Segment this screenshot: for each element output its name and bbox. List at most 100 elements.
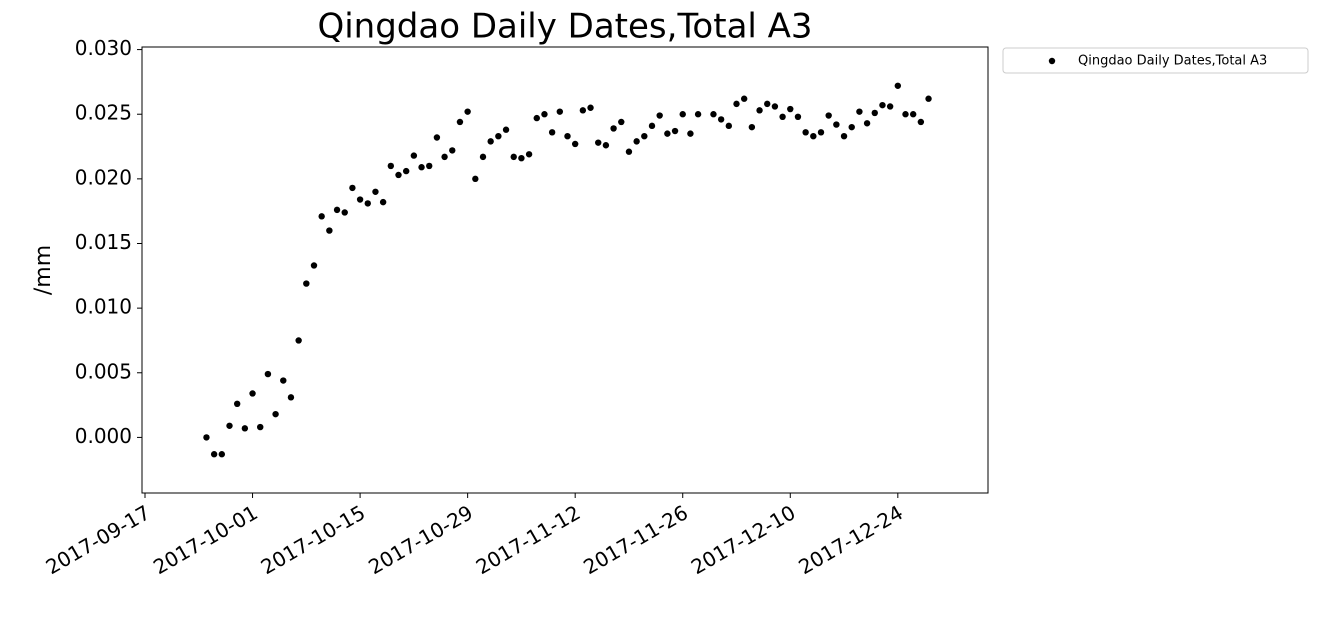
point xyxy=(925,95,932,102)
point xyxy=(518,154,525,162)
y-tick-label: 0.020 xyxy=(75,165,132,189)
x-tick-label: 2017-12-10 xyxy=(687,500,800,579)
point xyxy=(303,280,310,287)
point xyxy=(871,109,878,117)
point xyxy=(556,108,564,115)
y-tick-label: 0.010 xyxy=(75,295,132,319)
point xyxy=(295,337,302,344)
point xyxy=(372,188,379,195)
x-tick-label: 2017-09-17 xyxy=(42,500,155,579)
point xyxy=(894,82,902,89)
plot-frame xyxy=(141,46,989,494)
point xyxy=(257,423,264,431)
chart-title: Qingdao Daily Dates,Total A3 xyxy=(317,7,812,47)
point xyxy=(641,133,648,140)
point xyxy=(241,425,249,432)
x-tick-label: 2017-11-12 xyxy=(472,500,585,579)
point xyxy=(817,129,825,136)
point xyxy=(748,123,756,131)
point xyxy=(349,184,356,192)
x-tick-label: 2017-10-01 xyxy=(149,500,262,579)
point xyxy=(648,122,656,130)
point xyxy=(326,227,333,234)
y-tick-label: 0.025 xyxy=(75,101,132,125)
point xyxy=(879,101,886,109)
point xyxy=(725,122,733,130)
point xyxy=(264,370,272,378)
point xyxy=(533,114,540,122)
point xyxy=(802,129,809,136)
y-axis-label: /mm xyxy=(31,245,56,295)
point xyxy=(840,133,848,140)
point xyxy=(633,138,640,145)
point xyxy=(909,111,917,118)
x-tick-label: 2017-11-26 xyxy=(579,500,692,579)
y-tick-label: 0.000 xyxy=(75,424,132,448)
point xyxy=(210,451,218,458)
point xyxy=(717,116,725,123)
point xyxy=(472,175,479,183)
point xyxy=(886,103,894,110)
point xyxy=(333,206,341,214)
point xyxy=(364,200,371,207)
point xyxy=(449,147,456,154)
point xyxy=(464,108,471,115)
point xyxy=(825,112,832,119)
point xyxy=(418,164,425,171)
point xyxy=(318,213,325,220)
point xyxy=(625,148,633,155)
point xyxy=(441,153,448,161)
point xyxy=(856,108,863,115)
point xyxy=(679,111,686,118)
point xyxy=(664,130,671,137)
point xyxy=(740,95,748,102)
point xyxy=(495,133,502,140)
point xyxy=(249,390,256,397)
point xyxy=(595,139,602,146)
point xyxy=(779,113,786,121)
legend-marker xyxy=(1048,57,1056,65)
point xyxy=(541,111,548,118)
legend-label: Qingdao Daily Dates,Total A3 xyxy=(1078,54,1267,69)
point xyxy=(902,111,909,118)
point xyxy=(618,118,625,126)
point xyxy=(310,262,318,269)
point xyxy=(510,153,517,161)
point xyxy=(610,125,617,132)
point xyxy=(917,118,925,126)
point xyxy=(771,103,779,110)
point xyxy=(433,134,441,141)
point xyxy=(756,107,763,114)
point xyxy=(218,451,226,458)
point xyxy=(571,140,579,148)
point xyxy=(602,142,610,149)
point xyxy=(564,133,571,140)
point xyxy=(487,138,494,145)
point xyxy=(287,394,295,401)
point xyxy=(833,121,840,128)
point xyxy=(863,120,871,127)
point xyxy=(656,112,663,119)
point xyxy=(402,167,410,175)
point xyxy=(272,410,279,418)
x-tick-label: 2017-10-29 xyxy=(364,500,477,579)
point xyxy=(226,422,233,429)
point xyxy=(410,152,418,159)
point xyxy=(810,133,817,140)
y-tick-label: 0.005 xyxy=(75,359,132,383)
point xyxy=(694,111,702,118)
point xyxy=(387,162,395,170)
point xyxy=(341,209,348,216)
point xyxy=(280,377,287,384)
y-tick-label: 0.015 xyxy=(75,230,132,254)
point xyxy=(710,111,717,118)
x-tick-label: 2017-12-24 xyxy=(794,500,907,579)
point xyxy=(395,171,402,179)
point xyxy=(379,198,387,206)
point xyxy=(479,153,487,161)
point xyxy=(579,107,587,114)
point xyxy=(456,118,464,126)
point xyxy=(525,151,533,158)
